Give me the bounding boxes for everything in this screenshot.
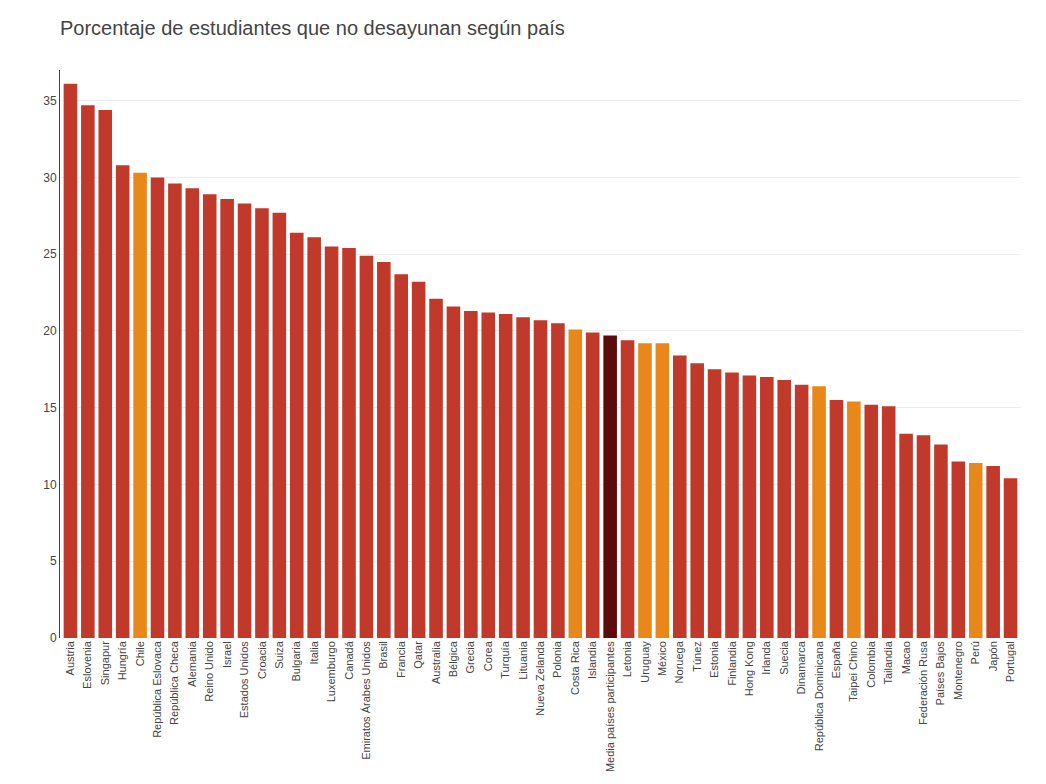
svg-text:15: 15 (43, 401, 57, 415)
svg-text:Federación Rusa: Federación Rusa (917, 640, 929, 725)
svg-text:Finlandia: Finlandia (726, 640, 738, 686)
svg-text:10: 10 (43, 478, 57, 492)
svg-text:Italia: Italia (308, 640, 320, 664)
svg-text:Porcentaje de estudiantes que: Porcentaje de estudiantes que no desayun… (60, 17, 565, 39)
svg-text:Irlanda: Irlanda (760, 640, 772, 675)
svg-text:Reino Unido: Reino Unido (203, 641, 215, 702)
svg-text:Grecia: Grecia (464, 640, 476, 673)
svg-text:Taipei Chino: Taipei Chino (847, 641, 859, 702)
svg-text:España: España (830, 640, 842, 678)
svg-text:Lituania: Lituania (517, 640, 529, 679)
svg-text:Canadá: Canadá (343, 640, 355, 679)
svg-text:Corea: Corea (482, 640, 494, 671)
svg-text:Colombia: Colombia (865, 640, 877, 687)
svg-text:Luxemburgo: Luxemburgo (325, 641, 337, 702)
svg-text:Dinamarca: Dinamarca (795, 640, 807, 694)
svg-text:Francia: Francia (395, 640, 407, 678)
svg-text:Japón: Japón (987, 641, 999, 671)
svg-text:20: 20 (43, 324, 57, 338)
svg-text:Estonia: Estonia (708, 640, 720, 678)
svg-text:0: 0 (50, 631, 57, 645)
svg-text:Hungría: Hungría (116, 640, 128, 680)
svg-text:Uruguay: Uruguay (639, 641, 651, 683)
svg-text:Letonia: Letonia (621, 640, 633, 677)
svg-text:República Checa: República Checa (168, 640, 180, 725)
svg-text:Estados Unidos: Estados Unidos (238, 641, 250, 719)
svg-text:Brasil: Brasil (377, 641, 389, 669)
svg-text:5: 5 (50, 554, 57, 568)
svg-text:Noruega: Noruega (673, 640, 685, 683)
svg-text:México: México (656, 641, 668, 676)
svg-text:30: 30 (43, 171, 57, 185)
svg-text:Nueva Zelanda: Nueva Zelanda (534, 640, 546, 715)
svg-text:Túnez: Túnez (691, 641, 703, 672)
svg-text:Emiratos Árabes Unidos: Emiratos Árabes Unidos (360, 641, 372, 760)
svg-text:Qatar: Qatar (412, 641, 424, 669)
svg-text:República Eslovaca: República Eslovaca (151, 640, 163, 737)
svg-text:Bulgaria: Bulgaria (290, 640, 302, 681)
svg-text:Media países participantes: Media países participantes (604, 641, 616, 772)
svg-text:Bélgica: Bélgica (447, 640, 459, 677)
svg-text:Turquía: Turquía (499, 640, 511, 678)
svg-text:Suecia: Suecia (778, 640, 790, 675)
svg-text:Perú: Perú (969, 641, 981, 664)
svg-text:Hong Kong: Hong Kong (743, 641, 755, 696)
svg-text:Tailandia: Tailandia (882, 640, 894, 684)
svg-text:Costa Rica: Costa Rica (569, 640, 581, 695)
svg-text:Israel: Israel (221, 641, 233, 668)
svg-text:Montenegro: Montenegro (952, 641, 964, 700)
svg-text:Singapur: Singapur (99, 641, 111, 685)
svg-text:Macao: Macao (900, 641, 912, 674)
svg-text:Portugal: Portugal (1004, 641, 1016, 682)
svg-text:25: 25 (43, 247, 57, 261)
svg-text:Países Bajos: Países Bajos (934, 641, 946, 706)
svg-text:Alemania: Alemania (186, 640, 198, 687)
svg-text:Islandia: Islandia (586, 640, 598, 679)
svg-text:Polonia: Polonia (551, 640, 563, 678)
svg-text:Eslovenia: Eslovenia (81, 640, 93, 689)
svg-text:Suiza: Suiza (273, 640, 285, 668)
svg-text:República Dominicana: República Dominicana (813, 640, 825, 751)
svg-text:Chile: Chile (134, 641, 146, 666)
svg-text:Australia: Australia (430, 640, 442, 684)
svg-text:Austria: Austria (64, 640, 76, 675)
svg-text:Croacia: Croacia (256, 640, 268, 679)
svg-text:35: 35 (43, 94, 57, 108)
